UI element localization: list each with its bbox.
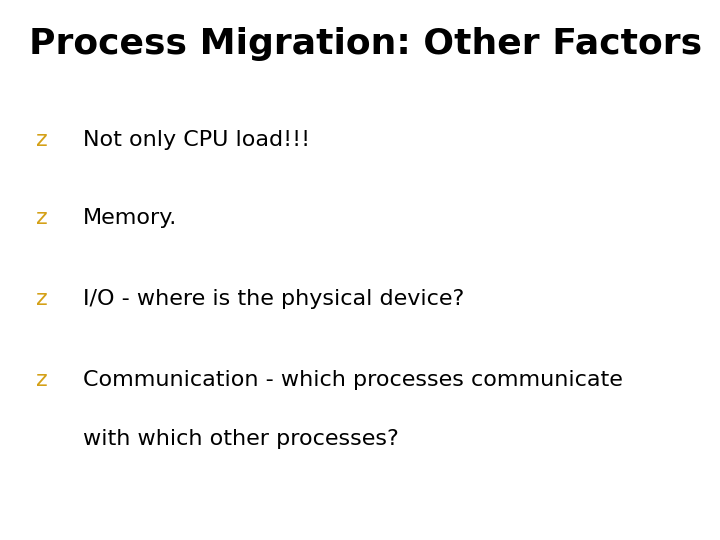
Text: z: z (36, 208, 48, 228)
Text: Memory.: Memory. (83, 208, 177, 228)
Text: z: z (36, 130, 48, 150)
Text: Not only CPU load!!!: Not only CPU load!!! (83, 130, 310, 150)
Text: I/O - where is the physical device?: I/O - where is the physical device? (83, 289, 464, 309)
Text: with which other processes?: with which other processes? (83, 429, 399, 449)
Text: z: z (36, 289, 48, 309)
Text: Communication - which processes communicate: Communication - which processes communic… (83, 370, 623, 390)
Text: Process Migration: Other Factors: Process Migration: Other Factors (29, 27, 702, 61)
Text: z: z (36, 370, 48, 390)
